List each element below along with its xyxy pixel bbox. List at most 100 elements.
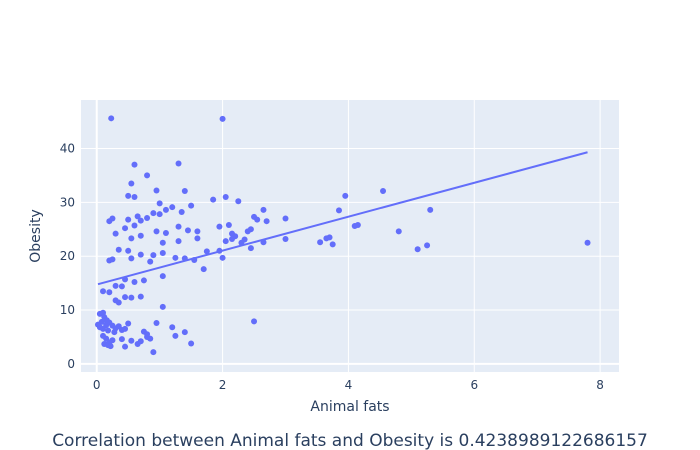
data-point: [118, 283, 125, 290]
y-gridlines: [81, 147, 619, 365]
data-point: [131, 279, 138, 286]
data-point: [282, 235, 289, 242]
data-point: [175, 160, 182, 167]
data-point: [184, 227, 191, 234]
y-axis-title: Obesity: [28, 209, 44, 262]
y-tick-label: 0: [67, 357, 75, 371]
data-point: [178, 209, 185, 216]
data-point: [109, 256, 116, 263]
x-tick-label: 6: [470, 378, 478, 392]
data-point: [169, 324, 176, 331]
trendline: [97, 151, 588, 286]
y-tick-label: 10: [60, 303, 75, 317]
data-point: [153, 319, 160, 326]
data-point: [115, 299, 122, 306]
data-point: [424, 242, 431, 249]
data-point: [317, 239, 324, 246]
data-point: [137, 293, 144, 300]
data-point: [108, 115, 115, 122]
data-point: [181, 329, 188, 336]
y-tick-label: 30: [60, 195, 75, 209]
data-point: [137, 251, 144, 258]
data-point: [222, 193, 229, 200]
data-point: [175, 238, 182, 245]
data-point: [172, 254, 179, 261]
data-point: [131, 193, 138, 200]
data-point: [395, 228, 402, 235]
data-point: [188, 202, 195, 209]
data-point: [159, 239, 166, 246]
data-point: [229, 235, 236, 242]
data-point: [427, 206, 434, 213]
data-point: [172, 332, 179, 339]
data-point: [162, 230, 169, 237]
data-point: [128, 255, 135, 262]
data-point: [216, 223, 223, 230]
data-point: [111, 329, 118, 336]
y-tick-label: 20: [60, 249, 75, 263]
data-point: [144, 214, 151, 221]
plot-area: [81, 100, 619, 372]
data-point: [137, 338, 144, 345]
data-point: [147, 335, 154, 342]
x-tick-label: 0: [93, 378, 101, 392]
data-point: [380, 188, 387, 195]
data-point: [125, 216, 132, 223]
data-points: [94, 115, 591, 356]
data-point: [162, 206, 169, 213]
data-point: [244, 228, 251, 235]
x-tick-label: 4: [345, 378, 353, 392]
data-point: [105, 327, 112, 334]
data-point: [122, 294, 129, 301]
x-tick-labels: 0 2 4 6 8: [93, 378, 604, 392]
data-point: [225, 221, 232, 228]
data-point: [584, 239, 591, 246]
data-point: [175, 223, 182, 230]
data-point: [153, 187, 160, 194]
data-point: [144, 331, 151, 338]
data-point: [115, 246, 122, 253]
data-point: [335, 207, 342, 214]
data-point: [144, 172, 151, 179]
data-point: [326, 234, 333, 241]
data-point: [329, 241, 336, 248]
x-axis-title: Animal fats: [310, 399, 389, 415]
data-point: [153, 228, 160, 235]
data-point: [159, 273, 166, 280]
y-tick-labels: 0 10 20 30 40: [60, 141, 75, 370]
data-point: [125, 192, 132, 199]
x-tick-label: 8: [596, 378, 604, 392]
data-point: [128, 294, 135, 301]
data-point: [150, 252, 157, 259]
data-point: [122, 325, 129, 332]
data-point: [125, 320, 132, 327]
data-point: [414, 246, 421, 253]
data-point: [107, 343, 114, 350]
data-point: [194, 235, 201, 242]
data-point: [251, 318, 258, 325]
data-point: [210, 196, 217, 203]
data-point: [150, 349, 157, 356]
y-tick-label: 40: [60, 141, 75, 155]
data-point: [128, 235, 135, 242]
data-point: [222, 238, 229, 245]
data-point: [156, 211, 163, 218]
data-point: [254, 216, 261, 223]
data-point: [128, 180, 135, 187]
data-point: [100, 288, 107, 295]
data-point: [122, 343, 129, 350]
data-point: [118, 336, 125, 343]
data-point: [169, 204, 176, 211]
data-point: [100, 325, 107, 332]
data-point: [156, 200, 163, 207]
data-point: [140, 277, 147, 284]
data-point: [247, 245, 254, 252]
data-point: [137, 232, 144, 239]
data-point: [150, 210, 157, 217]
data-point: [260, 206, 267, 213]
data-point: [354, 221, 361, 228]
data-point: [122, 225, 129, 232]
data-point: [147, 258, 154, 265]
data-point: [128, 337, 135, 344]
data-point: [159, 303, 166, 310]
